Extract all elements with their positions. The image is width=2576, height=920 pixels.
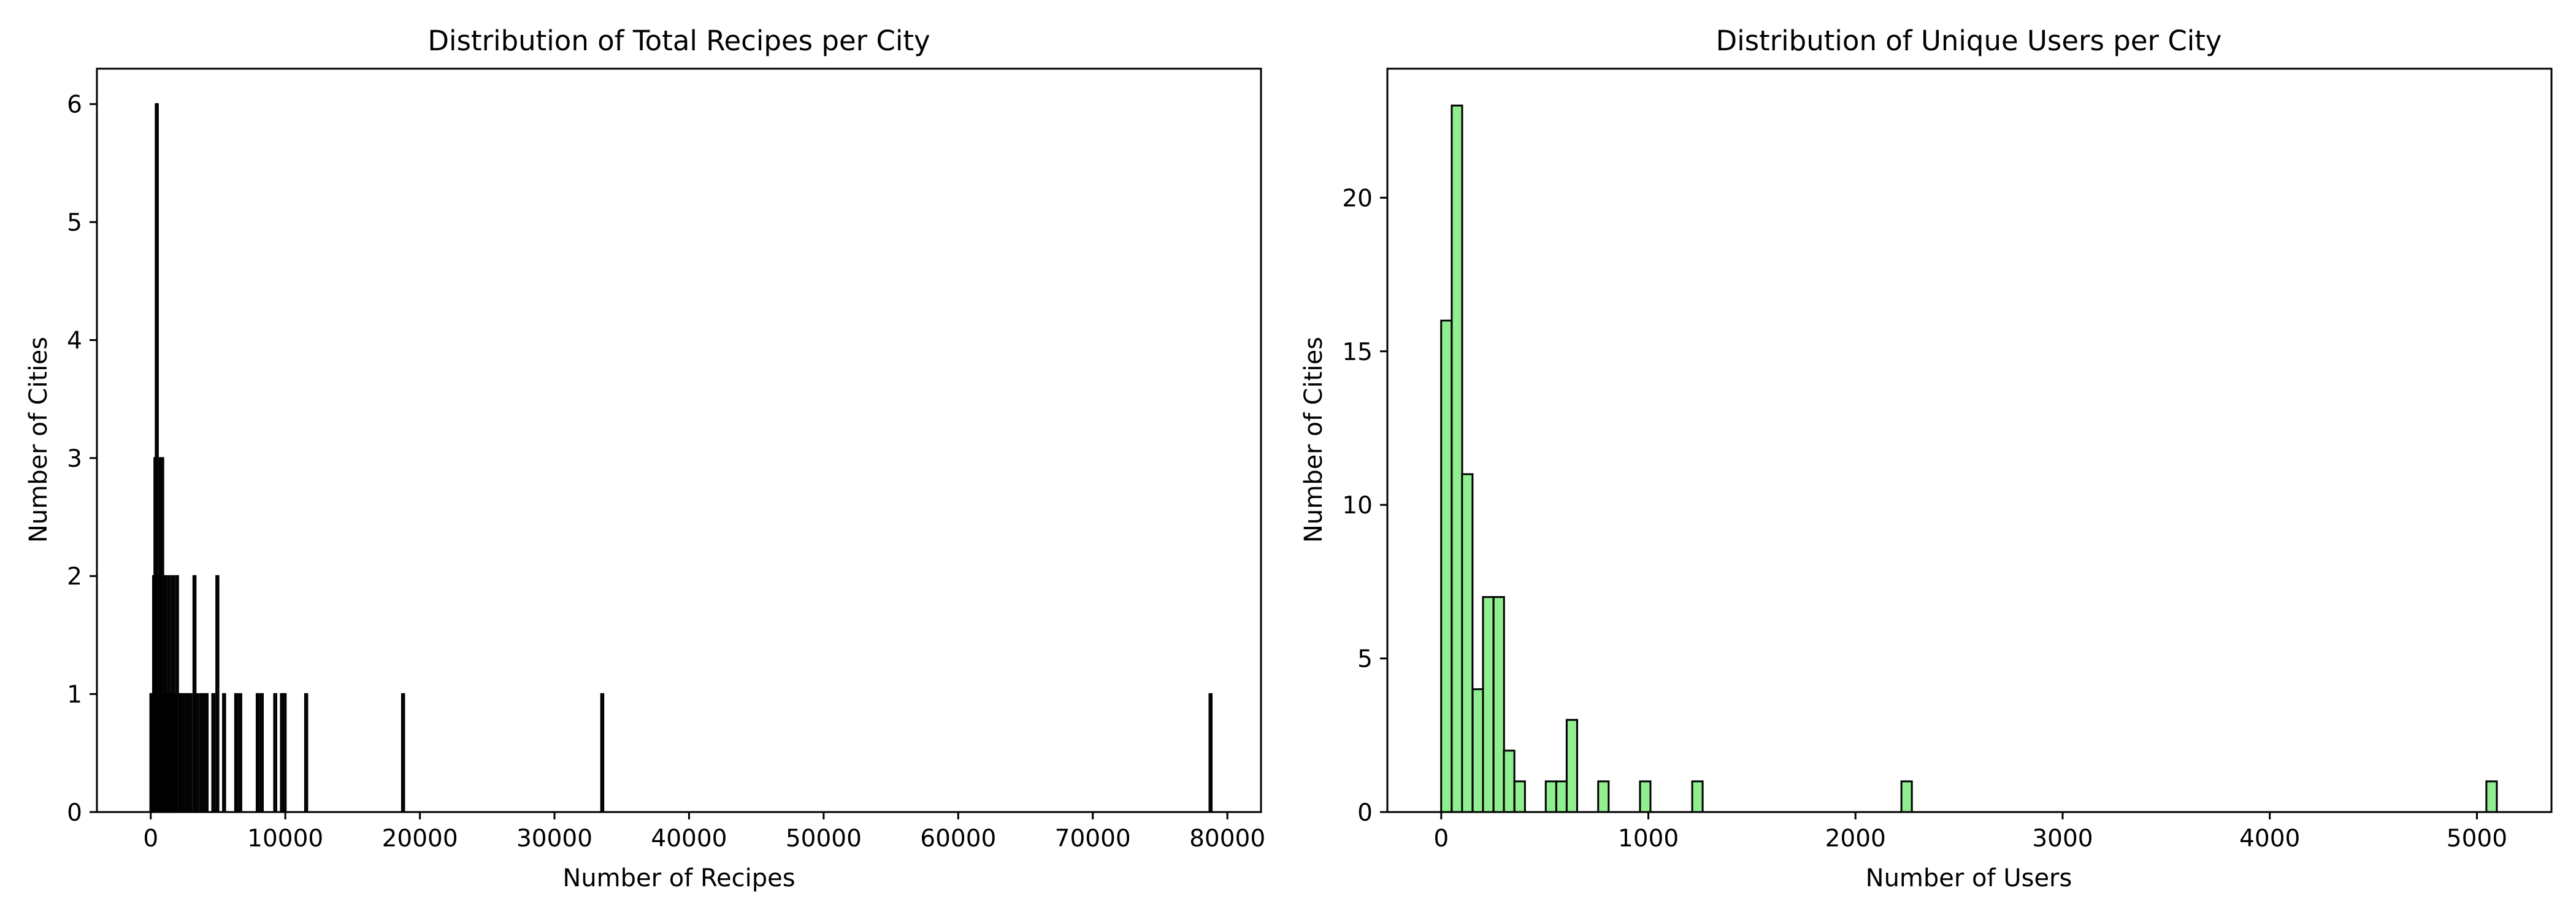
histogram-bar (222, 693, 226, 813)
x-tick-label: 10000 (247, 825, 323, 853)
histogram-bar (1565, 719, 1578, 813)
plot-frame (96, 67, 1262, 813)
histogram-bar (1208, 693, 1213, 813)
histogram-bar (255, 693, 260, 813)
histogram-bar (2485, 780, 2498, 813)
bars (1440, 104, 2498, 813)
histogram-bar (259, 693, 264, 813)
histogram-bar (600, 693, 605, 813)
x-tick-label: 30000 (516, 825, 592, 853)
histogram-bar (211, 693, 216, 813)
plot-frame (1386, 67, 2553, 813)
histogram-bar (215, 575, 220, 813)
histogram-bar (1451, 104, 1463, 813)
x-tick-label: 70000 (1055, 825, 1131, 853)
histogram-bar (238, 693, 242, 813)
histogram-bar (1503, 749, 1516, 813)
ticks: 0 10000 20000 30000 40000 50000 60000 70000 8000… (67, 91, 1265, 853)
y-tick-label: 15 (1342, 339, 1373, 366)
x-tick-label: 80000 (1189, 825, 1265, 853)
histogram-bar (1482, 596, 1495, 813)
histogram-bar (1555, 780, 1568, 813)
histogram-bar (401, 693, 405, 813)
y-axis-label: Number of Cities (25, 337, 53, 543)
histogram-bar (282, 693, 287, 813)
chart-title: Distribution of Total Recipes per City (427, 25, 930, 57)
x-axis-label: Number of Users (1866, 864, 2072, 892)
histogram-bar (195, 693, 199, 813)
x-tick-label: 1000 (1618, 825, 1679, 853)
recipes-histogram-panel: Distribution of Total Recipes per City N… (25, 25, 1265, 892)
x-axis-label: Number of Recipes (562, 864, 795, 892)
histogram-bar (1440, 320, 1453, 813)
y-tick-label: 10 (1342, 492, 1373, 519)
users-histogram-panel: Distribution of Unique Users per City Nu… (1300, 25, 2553, 892)
y-tick-label: 20 (1342, 185, 1373, 212)
histogram-bar (304, 693, 309, 813)
y-tick-label: 1 (67, 681, 82, 709)
y-tick-label: 3 (67, 445, 82, 473)
histogram-bar (1900, 780, 1913, 813)
histogram-bar (1492, 596, 1505, 813)
histogram-bar (234, 693, 239, 813)
histogram-bar (204, 693, 209, 813)
x-tick-label: 3000 (2032, 825, 2093, 853)
histogram-bar (273, 693, 277, 813)
y-tick-label: 6 (67, 91, 82, 119)
histogram-bar (1513, 780, 1526, 813)
histogram-bar (1544, 780, 1557, 813)
x-tick-label: 60000 (920, 825, 996, 853)
x-tick-label: 0 (143, 825, 158, 853)
x-tick-label: 40000 (651, 825, 727, 853)
y-tick-label: 4 (67, 327, 82, 355)
histogram-bar (1471, 688, 1484, 813)
histogram-bar (1639, 780, 1652, 813)
x-tick-label: 0 (1433, 825, 1449, 853)
y-tick-label: 5 (67, 209, 82, 237)
x-tick-label: 2000 (1825, 825, 1886, 853)
histogram-bar (1691, 780, 1704, 813)
chart-title: Distribution of Unique Users per City (1715, 25, 2221, 57)
histogram-bar (1461, 473, 1474, 813)
histogram-bar (188, 693, 193, 813)
bars (149, 103, 1213, 813)
y-tick-label: 2 (67, 563, 82, 591)
x-tick-label: 5000 (2447, 825, 2507, 853)
y-tick-label: 0 (1357, 799, 1373, 827)
y-tick-label: 5 (1357, 646, 1373, 673)
x-tick-label: 50000 (786, 825, 862, 853)
y-axis-label: Number of Cities (1300, 337, 1328, 543)
y-tick-label: 0 (67, 799, 82, 827)
ticks: 0 1000 2000 3000 4000 5000 0 5 10 15 20 (1342, 185, 2507, 853)
histogram-bar (1597, 780, 1610, 813)
x-tick-label: 20000 (382, 825, 458, 853)
x-tick-label: 4000 (2239, 825, 2300, 853)
